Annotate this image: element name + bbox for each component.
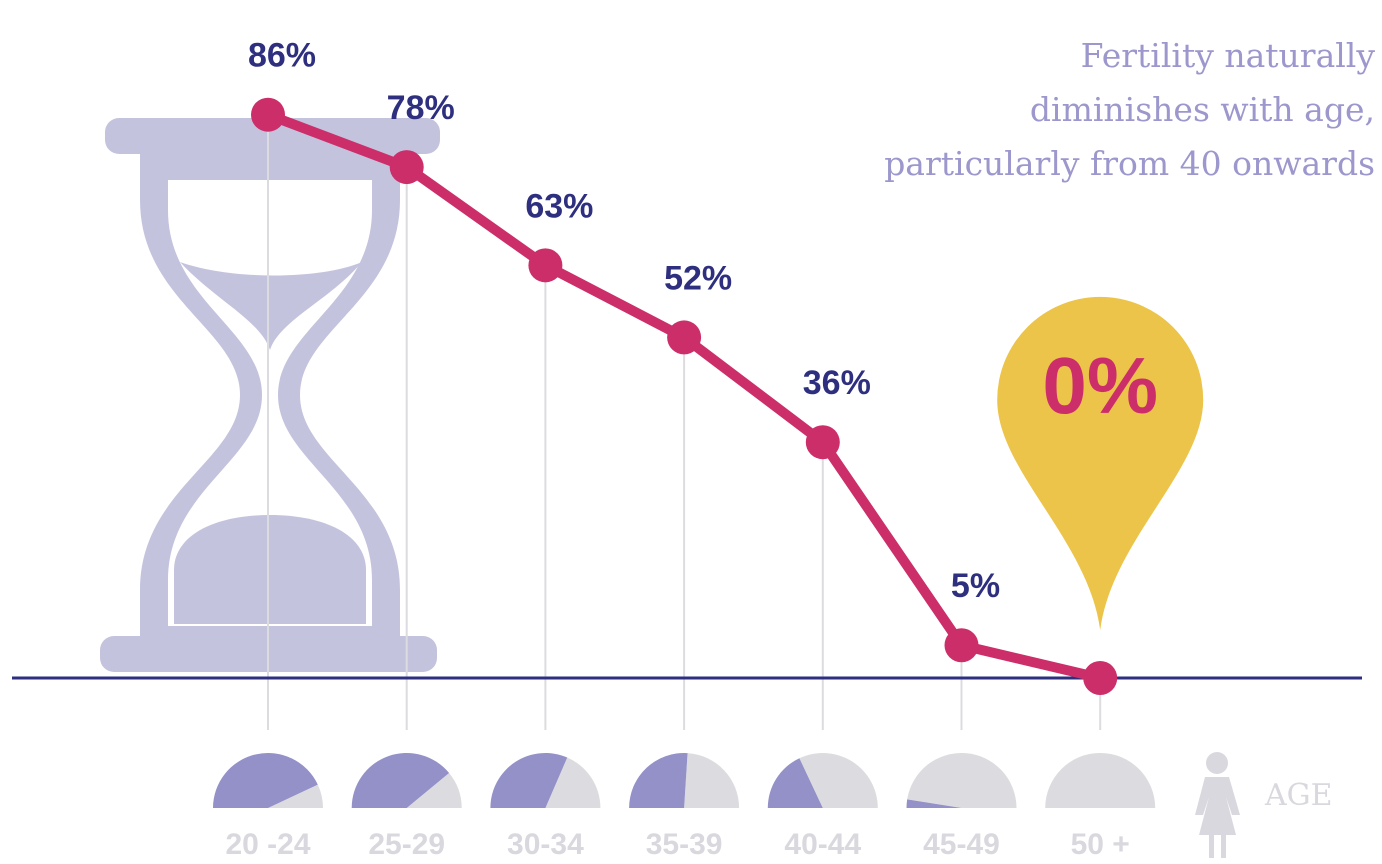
value-label: 52% xyxy=(664,259,732,297)
point xyxy=(1083,661,1117,695)
hourglass xyxy=(100,118,440,672)
chart: AGE Fertility naturally diminishes with a… xyxy=(0,0,1382,864)
x-tick-label: 40-44 xyxy=(784,828,861,861)
x-tick-label: 50 + xyxy=(1071,828,1130,861)
value-label: 78% xyxy=(387,89,455,127)
value-label: 63% xyxy=(525,187,593,225)
point xyxy=(528,248,562,282)
gauge-rest xyxy=(684,753,739,808)
pin-label: 0% xyxy=(1042,341,1158,430)
point xyxy=(806,425,840,459)
point xyxy=(390,150,424,184)
x-tick-label: 25-29 xyxy=(368,828,445,861)
x-axis-label: AGE xyxy=(1264,778,1333,813)
value-label: 86% xyxy=(248,37,316,75)
gauge-rest xyxy=(1045,753,1155,808)
point xyxy=(667,320,701,354)
chart-title: particularly from 40 onwards xyxy=(884,144,1375,183)
x-tick-label: 35-39 xyxy=(646,828,723,861)
value-label: 36% xyxy=(803,364,871,402)
x-tick-label: 20 -24 xyxy=(225,828,310,861)
chart-title: diminishes with age, xyxy=(1030,90,1375,129)
x-tick-label: 45-49 xyxy=(923,828,1000,861)
woman-icon xyxy=(1195,752,1240,858)
x-tick-label: 30-34 xyxy=(507,828,584,861)
value-label: 5% xyxy=(951,567,1000,605)
gauge-value xyxy=(629,753,687,808)
point xyxy=(945,628,979,662)
chart-title: Fertility naturally xyxy=(1081,36,1376,75)
point xyxy=(251,98,285,132)
gauge-rest xyxy=(907,753,1016,808)
